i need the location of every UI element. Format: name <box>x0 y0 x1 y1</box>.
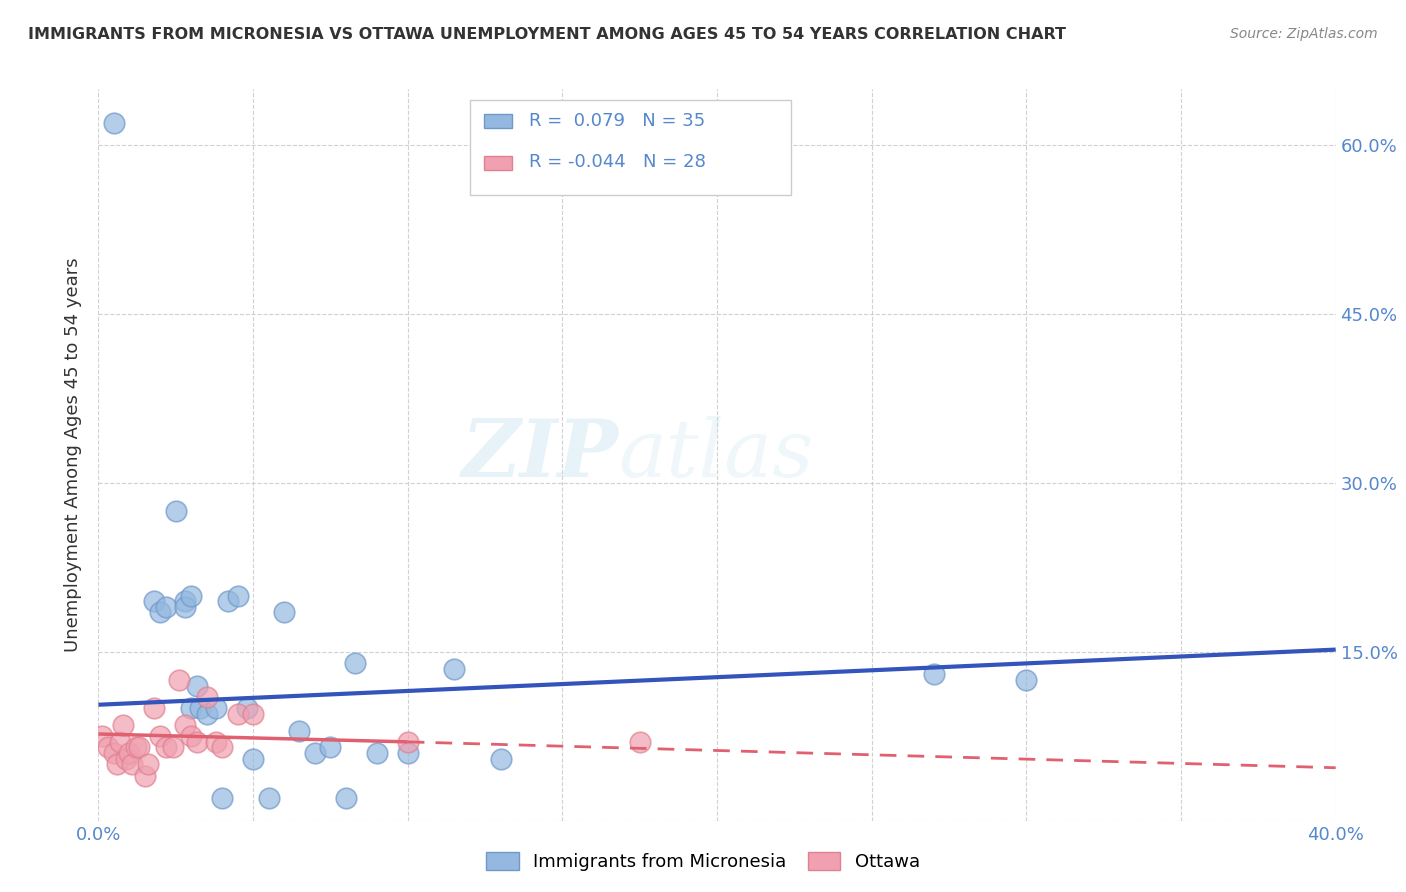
Point <box>443 662 465 676</box>
Point <box>257 791 280 805</box>
Point <box>124 740 146 755</box>
Point <box>304 746 326 760</box>
Point <box>118 746 141 760</box>
Point <box>205 735 228 749</box>
Point <box>162 740 184 755</box>
Point <box>143 701 166 715</box>
Point <box>103 746 125 760</box>
Point <box>134 769 156 783</box>
Text: Source: ZipAtlas.com: Source: ZipAtlas.com <box>1230 27 1378 41</box>
Bar <box>485 156 512 169</box>
Point <box>396 735 419 749</box>
Point <box>226 589 249 603</box>
Point <box>217 594 239 608</box>
Point <box>155 740 177 755</box>
Bar <box>470 100 792 195</box>
Point <box>335 791 357 805</box>
Point <box>236 701 259 715</box>
Text: R =  0.079   N = 35: R = 0.079 N = 35 <box>529 112 706 129</box>
Point <box>195 690 218 704</box>
Text: IMMIGRANTS FROM MICRONESIA VS OTTAWA UNEMPLOYMENT AMONG AGES 45 TO 54 YEARS CORR: IMMIGRANTS FROM MICRONESIA VS OTTAWA UNE… <box>28 27 1066 42</box>
Point <box>1015 673 1038 687</box>
Point <box>180 729 202 743</box>
Point <box>922 667 945 681</box>
Point <box>174 718 197 732</box>
Point <box>205 701 228 715</box>
Point <box>489 752 512 766</box>
Text: R = -0.044   N = 28: R = -0.044 N = 28 <box>529 153 706 171</box>
Point <box>136 757 159 772</box>
Point <box>226 706 249 721</box>
Point <box>108 735 131 749</box>
Point <box>195 706 218 721</box>
Point <box>143 594 166 608</box>
Point <box>344 656 367 670</box>
Point <box>242 706 264 721</box>
Point <box>97 740 120 755</box>
Bar <box>485 114 512 128</box>
Text: atlas: atlas <box>619 417 814 493</box>
Point <box>103 116 125 130</box>
Point <box>180 589 202 603</box>
Point <box>115 752 138 766</box>
Point <box>121 757 143 772</box>
Point <box>366 746 388 760</box>
Point <box>273 606 295 620</box>
Point <box>149 729 172 743</box>
Point <box>105 757 128 772</box>
Point <box>319 740 342 755</box>
Legend: Immigrants from Micronesia, Ottawa: Immigrants from Micronesia, Ottawa <box>479 845 927 879</box>
Point <box>628 735 651 749</box>
Text: ZIP: ZIP <box>461 417 619 493</box>
Point <box>149 606 172 620</box>
Point <box>167 673 190 687</box>
Point <box>165 504 187 518</box>
Point <box>174 594 197 608</box>
Point <box>211 791 233 805</box>
Point <box>242 752 264 766</box>
Point <box>155 599 177 614</box>
Point <box>112 718 135 732</box>
Point <box>396 746 419 760</box>
Point <box>211 740 233 755</box>
Point <box>128 740 150 755</box>
Point <box>186 735 208 749</box>
Point <box>90 729 112 743</box>
Point <box>174 599 197 614</box>
Point <box>288 723 311 738</box>
Point <box>180 701 202 715</box>
Point <box>186 679 208 693</box>
Y-axis label: Unemployment Among Ages 45 to 54 years: Unemployment Among Ages 45 to 54 years <box>65 258 83 652</box>
Point <box>190 701 212 715</box>
